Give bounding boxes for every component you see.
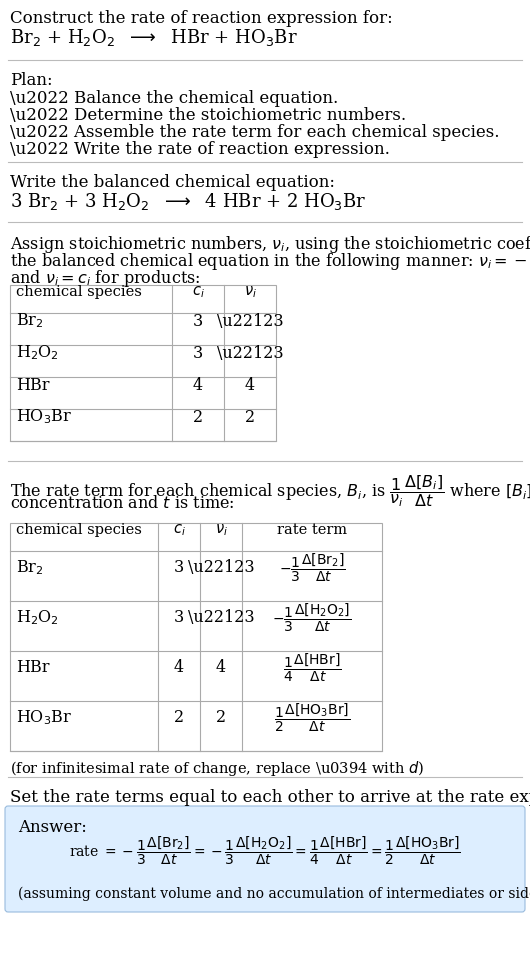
Text: $c_i$: $c_i$ (173, 522, 185, 538)
Text: 4: 4 (193, 377, 203, 393)
Text: \u22123: \u22123 (217, 312, 284, 330)
Text: 3: 3 (193, 345, 203, 361)
Text: \u2022 Assemble the rate term for each chemical species.: \u2022 Assemble the rate term for each c… (10, 124, 499, 141)
Text: HBr: HBr (16, 660, 49, 676)
Text: chemical species: chemical species (16, 523, 142, 537)
Text: rate $= -\dfrac{1}{3}\dfrac{\Delta[\mathrm{Br_2}]}{\Delta t} = -\dfrac{1}{3}\dfr: rate $= -\dfrac{1}{3}\dfrac{\Delta[\math… (69, 834, 461, 867)
Text: $-\dfrac{1}{3}\dfrac{\Delta[\mathrm{H_2O_2}]}{\Delta t}$: $-\dfrac{1}{3}\dfrac{\Delta[\mathrm{H_2O… (272, 602, 351, 634)
Text: Set the rate terms equal to each other to arrive at the rate expression:: Set the rate terms equal to each other t… (10, 789, 530, 806)
Text: $\dfrac{1}{4}\dfrac{\Delta[\mathrm{HBr}]}{\Delta t}$: $\dfrac{1}{4}\dfrac{\Delta[\mathrm{HBr}]… (282, 652, 341, 684)
Text: $\nu_i$: $\nu_i$ (243, 284, 257, 300)
Bar (10, 523, 382, 751)
Text: \u2022 Write the rate of reaction expression.: \u2022 Write the rate of reaction expres… (10, 141, 390, 158)
Text: rate term: rate term (277, 523, 347, 537)
Text: $\dfrac{1}{2}\dfrac{\Delta[\mathrm{HO_3Br}]}{\Delta t}$: $\dfrac{1}{2}\dfrac{\Delta[\mathrm{HO_3B… (274, 702, 350, 734)
Text: Plan:: Plan: (10, 72, 52, 89)
Text: Br$_2$: Br$_2$ (16, 558, 43, 578)
Text: Write the balanced chemical equation:: Write the balanced chemical equation: (10, 174, 335, 191)
Text: H$_2$O$_2$: H$_2$O$_2$ (16, 344, 59, 362)
Text: (assuming constant volume and no accumulation of intermediates or side products): (assuming constant volume and no accumul… (18, 887, 530, 902)
Text: 4: 4 (216, 660, 226, 676)
Text: 4: 4 (245, 377, 255, 393)
Text: $\nu_i$: $\nu_i$ (215, 522, 227, 538)
Text: HBr: HBr (16, 377, 49, 393)
Text: $c_i$: $c_i$ (191, 284, 205, 300)
Text: the balanced chemical equation in the following manner: $\nu_i = -c_i$ for react: the balanced chemical equation in the fo… (10, 251, 530, 272)
Text: Assign stoichiometric numbers, $\nu_i$, using the stoichiometric coefficients, $: Assign stoichiometric numbers, $\nu_i$, … (10, 234, 530, 255)
Text: HO$_3$Br: HO$_3$Br (16, 408, 72, 427)
Text: chemical species: chemical species (16, 285, 142, 299)
Text: 3: 3 (174, 559, 184, 577)
Text: Construct the rate of reaction expression for:: Construct the rate of reaction expressio… (10, 10, 393, 27)
Text: The rate term for each chemical species, $B_i$, is $\dfrac{1}{\nu_i}\dfrac{\Delt: The rate term for each chemical species,… (10, 473, 530, 509)
Text: and $\nu_i = c_i$ for products:: and $\nu_i = c_i$ for products: (10, 268, 200, 289)
Text: 2: 2 (245, 409, 255, 426)
Text: \u22123: \u22123 (217, 345, 284, 361)
Text: \u2022 Determine the stoichiometric numbers.: \u2022 Determine the stoichiometric numb… (10, 107, 406, 124)
Bar (10, 285, 276, 441)
Text: 3: 3 (174, 609, 184, 627)
Text: \u2022 Balance the chemical equation.: \u2022 Balance the chemical equation. (10, 90, 338, 107)
Text: 4: 4 (174, 660, 184, 676)
Text: 2: 2 (174, 710, 184, 726)
Text: $-\dfrac{1}{3}\dfrac{\Delta[\mathrm{Br_2}]}{\Delta t}$: $-\dfrac{1}{3}\dfrac{\Delta[\mathrm{Br_2… (279, 551, 345, 585)
Text: Br$_2$: Br$_2$ (16, 311, 43, 330)
Text: Answer:: Answer: (18, 819, 87, 836)
Text: 3: 3 (193, 312, 203, 330)
Text: 3 Br$_2$ + 3 H$_2$O$_2$  $\longrightarrow$  4 HBr + 2 HO$_3$Br: 3 Br$_2$ + 3 H$_2$O$_2$ $\longrightarrow… (10, 191, 366, 212)
Text: 2: 2 (193, 409, 203, 426)
Text: concentration and $t$ is time:: concentration and $t$ is time: (10, 495, 235, 512)
Text: HO$_3$Br: HO$_3$Br (16, 709, 72, 727)
Text: \u22123: \u22123 (188, 609, 254, 627)
Text: 2: 2 (216, 710, 226, 726)
Text: (for infinitesimal rate of change, replace \u0394 with $d$): (for infinitesimal rate of change, repla… (10, 759, 425, 778)
Text: H$_2$O$_2$: H$_2$O$_2$ (16, 609, 59, 628)
Text: Br$_2$ + H$_2$O$_2$  $\longrightarrow$  HBr + HO$_3$Br: Br$_2$ + H$_2$O$_2$ $\longrightarrow$ HB… (10, 27, 298, 48)
FancyBboxPatch shape (5, 806, 525, 912)
Text: \u22123: \u22123 (188, 559, 254, 577)
